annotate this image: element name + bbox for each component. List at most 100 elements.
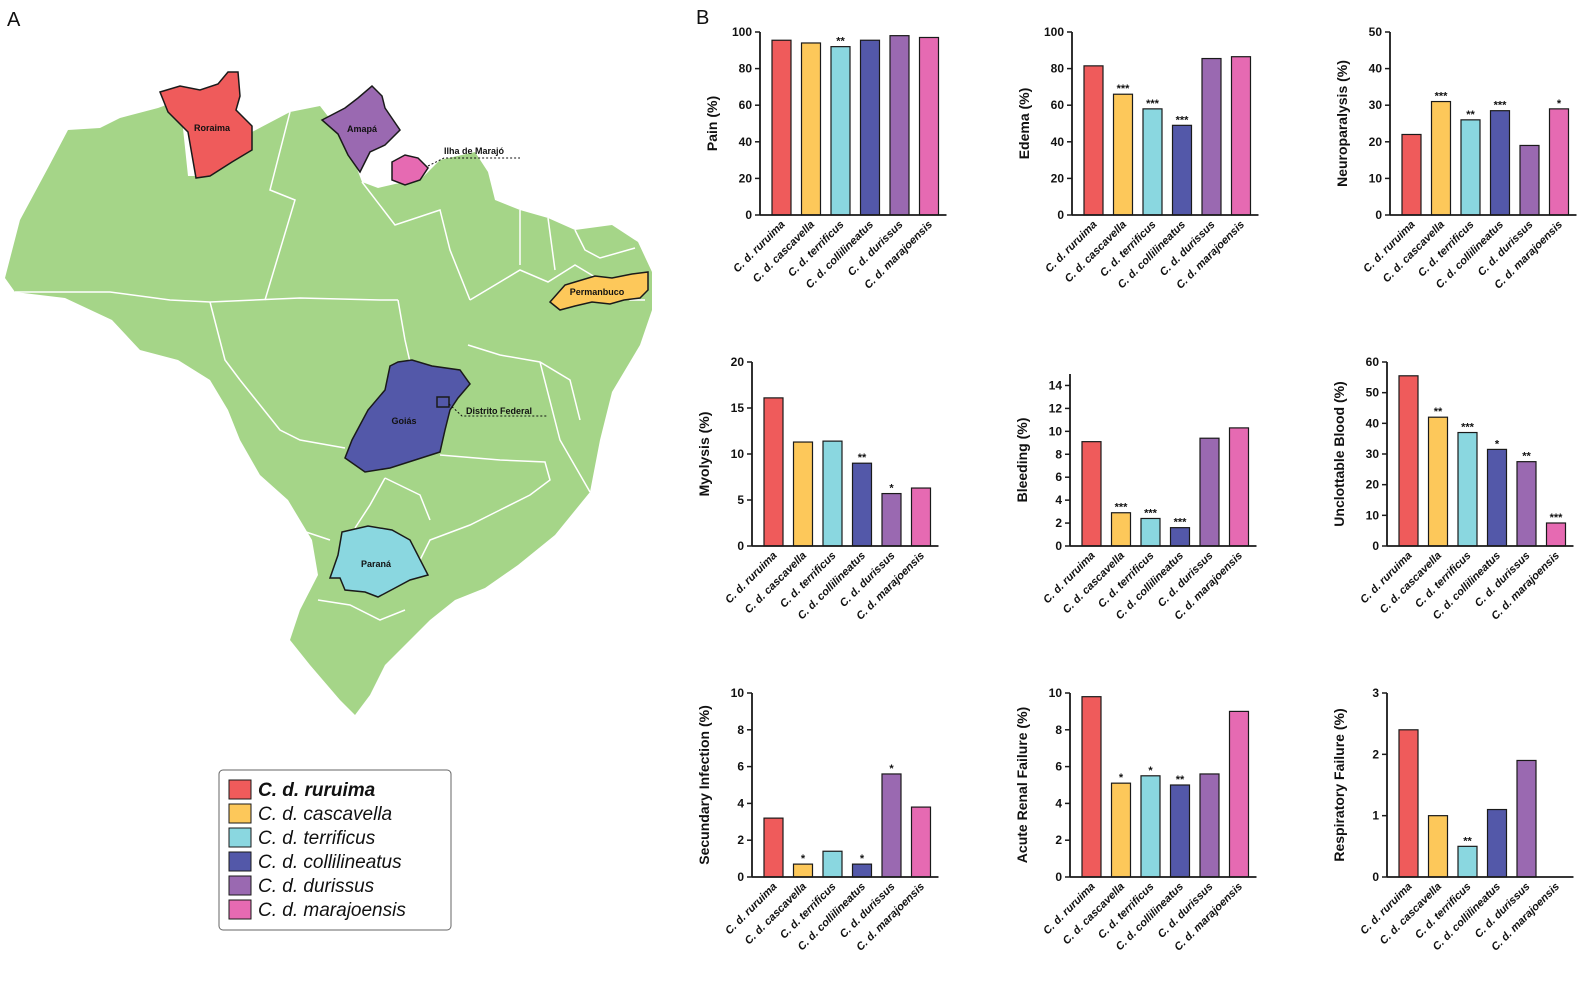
bar	[918, 36, 940, 216]
significance-label: ***	[1174, 517, 1188, 529]
bar	[792, 441, 814, 547]
legend-frame	[218, 769, 452, 931]
significance-label: **	[858, 452, 867, 464]
significance-label: **	[1434, 406, 1443, 418]
y-tick-label: 2	[1055, 516, 1062, 530]
y-tick-label: 15	[731, 401, 745, 415]
label-amapa: Amapá	[347, 124, 378, 134]
state-parana	[328, 525, 430, 598]
bar	[1083, 65, 1104, 216]
bar	[1228, 427, 1250, 547]
bar	[859, 39, 881, 216]
significance-label: ***	[1146, 98, 1160, 110]
bar	[889, 35, 910, 216]
bar	[1486, 808, 1508, 878]
y-axis-label: Myolysis (%)	[696, 412, 712, 497]
significance-label: *	[1495, 438, 1500, 450]
legend-swatch	[228, 803, 252, 824]
panel-b-label: B	[696, 7, 709, 29]
y-tick-label: 10	[731, 447, 745, 461]
y-tick-label: 0	[737, 539, 744, 553]
bar	[1228, 710, 1250, 878]
y-tick-label: 4	[1055, 493, 1062, 507]
y-tick-label: 100	[732, 25, 752, 39]
y-tick-label: 4	[1055, 796, 1062, 810]
y-tick-label: 20	[1369, 135, 1383, 149]
bar	[1140, 775, 1161, 878]
bar	[771, 39, 792, 216]
y-tick-label: 40	[739, 135, 753, 149]
bar	[1199, 437, 1220, 547]
bar	[1457, 845, 1478, 878]
significance-label: *	[860, 853, 865, 865]
bar	[1460, 119, 1481, 216]
y-axis-label: Unclottable Blood (%)	[1331, 381, 1347, 526]
significance-label: **	[836, 36, 845, 48]
label-roraima: Roraima	[194, 123, 231, 133]
y-tick-label: 8	[1055, 447, 1062, 461]
y-tick-label: 0	[1372, 539, 1379, 553]
y-tick-label: 60	[1366, 355, 1380, 369]
y-tick-label: 6	[737, 760, 744, 774]
chart-2: C. d. ruruima***C. d. cascavella**C. d. …	[1334, 25, 1577, 292]
label-distrito-federal: Distrito Federal	[466, 406, 532, 416]
y-axis-label: Pain (%)	[704, 96, 720, 151]
legend-swatch	[228, 851, 252, 872]
y-tick-label: 100	[1044, 25, 1064, 39]
legend-item: C. d. durissus	[228, 875, 375, 897]
y-axis-label: Bleeding (%)	[1014, 418, 1030, 503]
bar	[1430, 100, 1452, 216]
legend-item: C. d. marajoensis	[228, 899, 406, 921]
bar	[763, 397, 784, 547]
bar	[1486, 448, 1508, 547]
marajo-leader-line	[427, 157, 520, 167]
bar	[1201, 57, 1222, 216]
y-tick-label: 10	[1049, 686, 1063, 700]
legend-item: C. d. collilineatus	[228, 851, 402, 873]
bar	[1081, 441, 1102, 547]
significance-label: *	[1557, 98, 1562, 110]
y-tick-label: 20	[1366, 478, 1380, 492]
y-tick-label: 14	[1049, 378, 1063, 392]
state-pernambuco	[548, 271, 649, 311]
y-tick-label: 30	[1366, 447, 1380, 461]
significance-label: **	[1176, 774, 1185, 786]
chart-7: C. d. ruruima*C. d. cascavella*C. d. ter…	[1014, 686, 1257, 954]
legend-label: C. d. cascavella	[258, 804, 392, 825]
bar	[881, 773, 902, 878]
state-goias	[344, 359, 471, 473]
bar	[1112, 93, 1134, 216]
bar	[851, 863, 873, 878]
legend-swatch	[228, 779, 252, 800]
y-tick-label: 80	[1051, 62, 1065, 76]
y-tick-label: 20	[739, 171, 753, 185]
legend-label: C. d. terrificus	[258, 828, 376, 849]
y-tick-label: 4	[737, 796, 744, 810]
brazil-land	[5, 100, 652, 715]
significance-label: *	[801, 853, 806, 865]
district-federal	[436, 396, 450, 408]
y-tick-label: 2	[1372, 747, 1379, 761]
legend-item: C. d. ruruima	[228, 779, 376, 801]
bar	[822, 440, 843, 547]
label-pernambuco: Permanbuco	[570, 287, 625, 297]
significance-label: ***	[1117, 83, 1131, 95]
y-tick-label: 0	[1055, 870, 1062, 884]
legend-label: C. d. durissus	[258, 876, 375, 897]
y-tick-label: 40	[1366, 416, 1380, 430]
y-tick-label: 0	[1055, 539, 1062, 553]
bar	[1427, 815, 1449, 878]
significance-label: *	[1148, 765, 1153, 777]
legend-swatch	[228, 827, 252, 848]
legend: C. d. ruruima C. d. cascavella C. d. ter…	[218, 769, 452, 931]
y-tick-label: 0	[1375, 208, 1382, 222]
chart-5: C. d. ruruima**C. d. cascavella***C. d. …	[1331, 355, 1574, 623]
bar	[1489, 110, 1511, 216]
bar	[881, 492, 902, 547]
significance-label: ***	[1435, 91, 1449, 103]
